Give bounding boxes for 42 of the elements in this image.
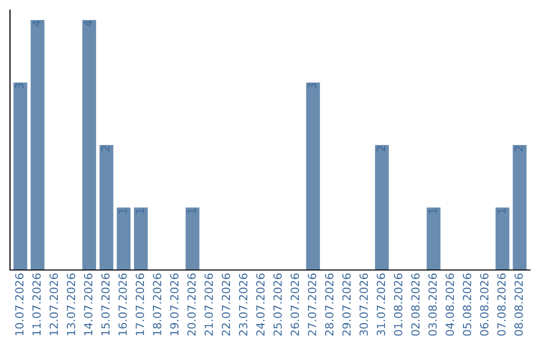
x-tick-label: 11.07.2026 [32,273,41,336]
x-tick-label: 05.08.2026 [462,273,472,336]
x-tick-label: 22.07.2026 [222,273,230,336]
x-tick-label: 28.07.2026 [325,273,334,336]
x-tick-label: 17.07.2026 [136,273,144,336]
bar [186,208,200,270]
x-tick-label: 07.08.2026 [497,273,506,336]
x-tick-label: 27.07.2026 [308,273,316,336]
x-tick-label: 04.08.2026 [446,273,454,336]
x-tick-label: 03.08.2026 [428,273,437,336]
x-tick-label: 06.08.2026 [480,273,488,336]
bar [375,145,389,270]
x-tick-label: 13.07.2026 [66,273,76,336]
x-tick-label: 02.08.2026 [411,273,420,336]
x-tick-label: 16.07.2026 [118,273,127,336]
bar [496,208,510,270]
x-tick-label: 25.07.2026 [273,273,282,336]
x-tick-label: 23.07.2026 [238,273,248,336]
bar [306,82,320,270]
x-tick-label: 01.08.2026 [394,273,402,336]
x-tick-label: 08.08.2026 [514,273,523,336]
bar [100,145,114,270]
bar [82,20,96,270]
x-tick-label: 10.07.2026 [15,273,24,336]
x-tick-label: 20.07.2026 [187,273,196,336]
x-tick-label: 31.07.2026 [376,273,386,336]
bar [512,145,527,270]
x-tick-label: 26.07.2026 [290,273,300,336]
x-tick-label: 21.07.2026 [204,273,213,336]
bar [134,208,148,270]
x-tick-label: 24.07.2026 [256,273,265,336]
x-tick-label: 14.07.2026 [84,273,92,336]
bar [13,82,28,270]
x-tick-label: 30.07.2026 [360,273,368,336]
x-tick-label: 18.07.2026 [152,273,162,336]
bar [116,208,131,270]
x-tick-label: 15.07.2026 [101,273,110,336]
x-tick-label: 29.07.2026 [342,273,351,336]
x-tick-label: 12.07.2026 [50,273,58,336]
bar [426,208,440,270]
x-tick-label: 19.07.2026 [170,273,179,336]
bar [30,20,44,270]
